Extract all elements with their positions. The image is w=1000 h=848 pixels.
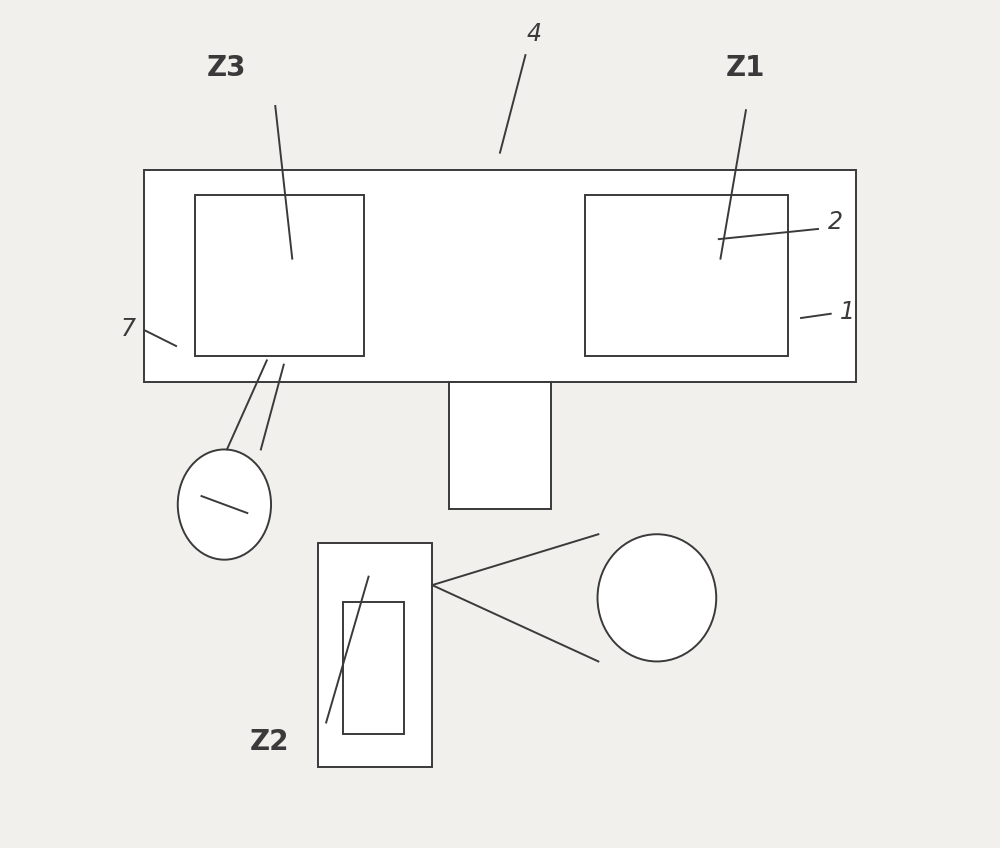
- Text: Z3: Z3: [207, 53, 247, 82]
- Text: 4: 4: [526, 22, 541, 46]
- Bar: [144, 170, 856, 382]
- Text: 1: 1: [840, 300, 855, 324]
- Bar: [585, 195, 788, 356]
- Bar: [318, 543, 432, 767]
- Ellipse shape: [598, 534, 716, 661]
- Bar: [195, 195, 364, 356]
- Ellipse shape: [178, 449, 271, 560]
- Text: Z1: Z1: [726, 53, 766, 82]
- Text: 7: 7: [121, 317, 136, 341]
- Text: 2: 2: [827, 210, 842, 234]
- Bar: [343, 602, 404, 734]
- Text: Z2: Z2: [250, 728, 289, 756]
- Bar: [449, 382, 551, 509]
